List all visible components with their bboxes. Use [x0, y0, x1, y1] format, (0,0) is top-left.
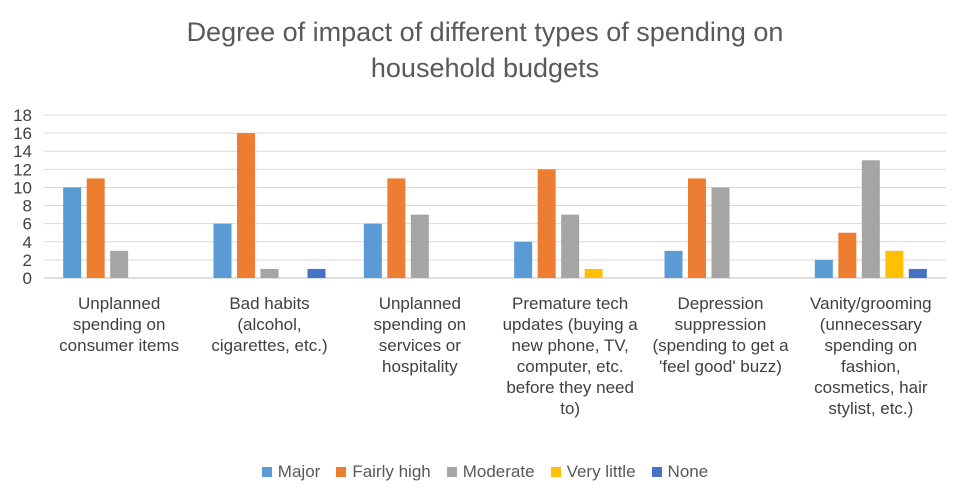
bar — [688, 178, 706, 278]
bar — [537, 169, 556, 278]
x-tick-label-line: before they need — [506, 378, 634, 397]
x-tick-label-line: stylist, etc.) — [828, 399, 914, 418]
legend-swatch — [550, 467, 561, 477]
legend-item: Moderate — [446, 462, 535, 482]
x-tick-label-line: spending on — [373, 315, 467, 334]
y-tick-label: 6 — [23, 215, 32, 234]
y-tick-label: 10 — [13, 178, 32, 197]
y-tick-label: 4 — [23, 233, 32, 252]
x-tick-label-line: Bad habits — [229, 294, 310, 313]
x-tick-label-line: hospitality — [382, 357, 458, 376]
bar — [711, 187, 730, 278]
x-tick-label-line: (unnecessary — [819, 315, 922, 334]
x-tick-label-line: Depression — [677, 294, 764, 313]
bar — [63, 187, 82, 278]
legend: Major Fairly high Moderate Very little None — [0, 462, 970, 482]
x-tick-label-line: Vanity/grooming — [810, 294, 932, 313]
legend-swatch — [336, 467, 347, 477]
chart-title-line-1: Degree of impact of different types of s… — [186, 17, 784, 47]
chart-title-line-2: household budgets — [370, 53, 600, 83]
bar — [561, 214, 580, 278]
bar — [387, 178, 406, 278]
x-tick-label-line: computer, etc. — [516, 357, 624, 376]
x-tick-label-line: consumer items — [59, 336, 180, 355]
legend-item: None — [651, 462, 709, 482]
x-tick-label-line: updates (buying a — [502, 315, 638, 334]
bar — [410, 214, 429, 278]
legend-swatch — [651, 467, 662, 477]
bar — [307, 268, 326, 278]
x-tick-label: Unplanned spending on services or hospitali… — [345, 293, 495, 377]
x-tick-label: Unplanned spending on consumer items — [44, 293, 194, 356]
bar — [838, 232, 857, 278]
x-tick-label-line: spending on — [72, 315, 166, 334]
bar — [213, 223, 232, 278]
bar — [814, 259, 833, 278]
x-tick-label-line: services or — [378, 336, 461, 355]
x-tick-label-line: 'feel good' buzz) — [659, 357, 782, 376]
x-tick-label-line: new phone, TV, — [511, 336, 629, 355]
chart-title: Degree of impact of different types of s… — [0, 14, 970, 86]
legend-label: Fairly high — [352, 462, 431, 481]
x-tick-label-line: to) — [560, 399, 581, 418]
y-tick-label: 2 — [23, 251, 32, 270]
bar — [908, 268, 927, 278]
bar — [363, 223, 382, 278]
legend-label: Major — [277, 462, 321, 481]
x-tick-label-line: fashion, — [841, 357, 901, 376]
bar — [885, 250, 904, 278]
x-tick-label-line: cigarettes, etc.) — [211, 336, 328, 355]
x-tick-label-line: Unplanned — [378, 294, 461, 313]
legend-label: None — [667, 462, 709, 481]
legend-item: Very little — [550, 462, 636, 482]
bar — [237, 133, 255, 278]
x-tick-label: Vanity/grooming (unnecessary spending on fa… — [796, 293, 946, 419]
bar — [584, 268, 603, 278]
y-tick-label: 8 — [23, 197, 32, 216]
x-tick-label-line: (spending to get a — [652, 336, 789, 355]
legend-label: Moderate — [462, 462, 535, 481]
x-tick-label-line: Unplanned — [78, 294, 161, 313]
y-tick-label: 12 — [13, 160, 32, 179]
bar — [664, 250, 683, 278]
bar — [86, 178, 105, 278]
x-tick-label-line: cosmetics, hair — [814, 378, 928, 397]
legend-item: Fairly high — [336, 462, 431, 482]
y-tick-label: 14 — [13, 142, 32, 161]
x-tick-label: Depression suppression (spending to get a '… — [646, 293, 796, 377]
y-tick-label: 18 — [13, 106, 32, 125]
legend-label: Very little — [566, 462, 636, 481]
legend-item: Major — [261, 462, 321, 482]
bar — [260, 268, 279, 278]
bar — [514, 241, 533, 278]
bar — [861, 160, 880, 278]
legend-swatch — [446, 467, 457, 477]
bar — [110, 250, 129, 278]
x-tick-label-line: suppression — [674, 315, 767, 334]
x-tick-label-line: Premature tech — [512, 294, 629, 313]
legend-swatch — [261, 467, 272, 477]
y-tick-label: 16 — [13, 124, 32, 143]
y-tick-label: 0 — [23, 269, 32, 288]
x-tick-label: Premature tech updates (buying a new phone… — [495, 293, 645, 419]
x-tick-label: Bad habits (alcohol, cigarettes, etc.) — [195, 293, 345, 356]
x-tick-label-line: (alcohol, — [237, 315, 302, 334]
x-tick-label-line: spending on — [824, 336, 918, 355]
